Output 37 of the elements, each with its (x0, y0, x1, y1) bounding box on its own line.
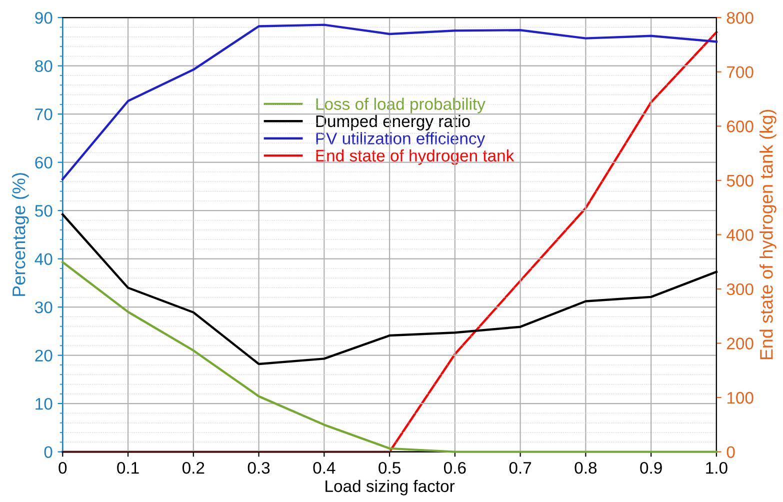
y-tick-label: 80 (35, 60, 52, 72)
y2-tick-label: 300 (726, 283, 754, 296)
y2-tick-label: 800 (726, 12, 754, 24)
y-tick-label: 90 (35, 12, 52, 24)
y-tick-label: 50 (35, 204, 52, 217)
x-tick-label: 0.1 (117, 462, 139, 474)
y-tick-label: 10 (36, 398, 52, 410)
x-tick-label: 0.9 (640, 462, 662, 474)
y2-tick-label: 400 (726, 229, 754, 241)
line-series (62, 24, 718, 180)
x-tick-label: 0.6 (444, 462, 466, 474)
x-tick-label: 0.4 (313, 462, 336, 474)
x-tick-label: 0.3 (248, 462, 270, 474)
y-tick-label: 60 (35, 156, 52, 169)
y2-tick-label: 500 (726, 174, 754, 187)
y-axis-title: Percentage (%) (12, 173, 29, 296)
y-tick-label: 0 (44, 446, 52, 458)
y2-tick-label: 200 (727, 338, 754, 350)
y2-tick-label: 600 (727, 120, 754, 132)
x-tick-label: 0 (58, 462, 67, 474)
x-tick-label: 0.8 (574, 462, 597, 474)
x-tick-label: 0.7 (509, 462, 532, 474)
x-tick-label: 1.0 (706, 462, 728, 474)
y-tick-label: 20 (35, 350, 52, 362)
y2-tick-label: 0 (726, 446, 735, 458)
x-tick-label: 0.5 (378, 462, 400, 474)
y2-tick-label: 700 (727, 66, 754, 78)
y-tick-label: 30 (35, 301, 52, 314)
x-tick-label: 0.2 (182, 462, 204, 474)
y2-tick-label: 100 (727, 392, 754, 404)
legend-label: PV utilization efficiency (316, 132, 486, 148)
legend-label: End state of hydrogen tank (316, 149, 514, 165)
x-axis-title: Load sizing factor (326, 480, 455, 496)
y2-axis-title: End state of hydrogen tank (kg) (760, 110, 776, 360)
legend-label: Loss of load probability (316, 98, 486, 114)
y-tick-label: 40 (34, 253, 52, 266)
y-tick-label: 70 (35, 108, 52, 120)
